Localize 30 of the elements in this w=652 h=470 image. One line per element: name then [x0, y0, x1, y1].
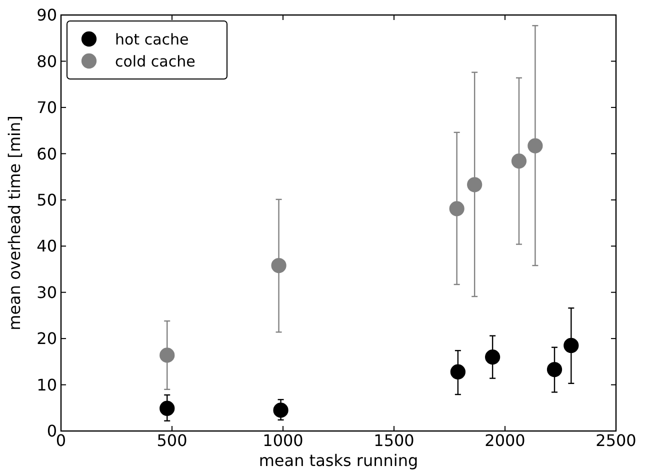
y-tick-label: 40	[36, 236, 57, 256]
y-tick-label: 50	[36, 190, 57, 210]
y-tick-label: 10	[36, 375, 57, 394]
point	[564, 338, 579, 354]
y-tick-label: 70	[36, 98, 57, 118]
point	[273, 402, 288, 418]
point	[160, 400, 175, 416]
x-tick-label: 500	[156, 431, 188, 450]
point	[546, 362, 562, 378]
point	[511, 154, 527, 169]
y-tick-label: 80	[36, 52, 57, 71]
point	[160, 348, 175, 363]
y-tick-label: 20	[36, 329, 57, 348]
x-tick-label: 2000	[484, 431, 526, 450]
point	[467, 177, 482, 192]
x-tick-label: 1500	[374, 431, 414, 450]
point	[450, 364, 466, 380]
y-tick-label: 90	[36, 6, 57, 25]
point	[271, 258, 286, 274]
y-tick-label: 60	[36, 144, 57, 164]
legend-label: cold cache	[115, 52, 196, 70]
point	[528, 138, 543, 154]
legend-label: hot cache	[115, 30, 189, 48]
x-tick-label: 1000	[262, 431, 304, 450]
y-axis-title: mean overhead time [min]	[5, 116, 24, 330]
x-tick-label: 2500	[596, 431, 636, 450]
x-axis-title: mean tasks running	[258, 451, 418, 470]
point	[449, 201, 464, 216]
point	[485, 349, 500, 365]
y-tick-label: 30	[36, 282, 57, 302]
